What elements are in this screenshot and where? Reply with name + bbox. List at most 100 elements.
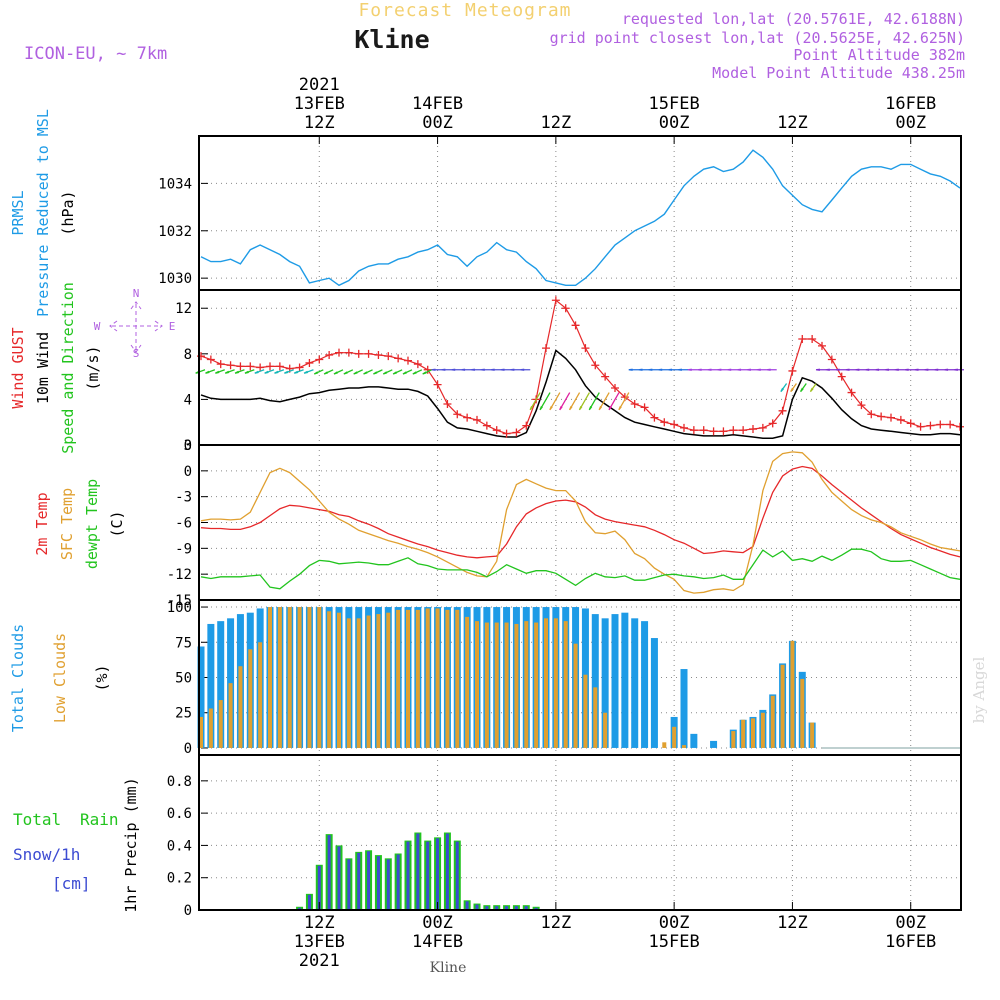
- low-cloud-bar: [741, 719, 746, 748]
- low-cloud-bar: [484, 622, 489, 748]
- low-cloud-bar: [672, 726, 677, 748]
- snow-bar: [307, 894, 311, 910]
- wind-direction-arrow: [799, 383, 807, 393]
- low-cloud-bar: [248, 649, 253, 748]
- gust-marker: [226, 361, 235, 370]
- wind-direction-arrow: [254, 369, 265, 374]
- wind-direction-arrow: [529, 392, 541, 411]
- wind-direction-arrow: [628, 368, 639, 371]
- requested-coords: requested lon,lat (20.5761E, 42.6188N): [622, 10, 965, 28]
- compass-rose: [109, 301, 163, 353]
- gust-marker: [551, 296, 560, 305]
- gust-marker: [680, 423, 688, 432]
- wind-direction-arrow: [412, 369, 423, 375]
- wind-direction-arrow: [470, 368, 481, 371]
- gust-marker: [502, 429, 511, 438]
- gust-marker: [433, 380, 442, 389]
- low-cloud-bar: [603, 712, 608, 748]
- precip-axis-label: 1hr Precip (mm): [122, 777, 140, 912]
- gust-marker: [581, 344, 590, 353]
- wind-direction-arrow: [598, 392, 610, 411]
- wind-direction-arrow: [934, 368, 945, 371]
- wind-direction-arrow: [303, 369, 314, 374]
- gust-marker: [689, 426, 698, 435]
- snow-bar: [347, 859, 351, 910]
- snow-bar: [505, 906, 509, 910]
- precip-legend-unit: [cm]: [52, 874, 91, 893]
- x-tick-label-bottom: 2021: [299, 951, 340, 971]
- precip-legend-total: Total: [13, 810, 61, 829]
- gust-marker: [275, 362, 284, 371]
- wind-direction-arrow: [559, 392, 571, 411]
- wind-direction-arrow: [451, 368, 462, 371]
- wind-speed-line: [200, 349, 961, 439]
- wind-direction-arrow: [363, 369, 373, 375]
- low-cloud-bar: [268, 607, 272, 748]
- wind-direction-arrow: [855, 368, 866, 371]
- wind-direction-arrow: [588, 392, 600, 411]
- wind-direction-arrow: [717, 368, 728, 371]
- low-cloud-bar: [731, 731, 736, 748]
- low-cloud-bar: [317, 607, 322, 748]
- y-tick-label: 50: [175, 671, 192, 687]
- panel-precip: 0 0.2 0.4 0.6 0.8: [167, 754, 962, 919]
- wind-direction-arrow: [244, 369, 255, 374]
- gust-marker: [611, 384, 619, 393]
- low-cloud-bar: [199, 716, 203, 748]
- temp-axis-label: 2m Temp: [33, 492, 51, 555]
- y-tick-label: -3: [175, 490, 192, 506]
- x-tick-label-top: 16FEB: [885, 94, 936, 114]
- low-cloud-bar: [810, 722, 815, 748]
- compass-s: S: [133, 347, 140, 360]
- panel-pressure: 1030 1032 1034: [158, 135, 962, 291]
- gust-marker: [630, 399, 639, 408]
- gust-marker: [394, 354, 403, 363]
- gust-marker: [206, 355, 215, 364]
- gust-marker: [670, 420, 679, 429]
- temp-axis-label: SFC Temp: [58, 488, 76, 560]
- low-cloud-bar: [593, 687, 598, 748]
- y-tick-label: -12: [167, 567, 192, 583]
- snow-bar: [445, 833, 449, 910]
- temp-dewpt-line: [200, 548, 961, 590]
- snow-bar: [426, 841, 430, 910]
- x-tick-label-bottom: 00Z: [895, 913, 926, 933]
- x-tick-label-top: 15FEB: [649, 94, 700, 114]
- gust-marker: [246, 362, 255, 371]
- gust-marker: [837, 372, 846, 381]
- y-tick-label: 12: [175, 301, 192, 317]
- footer-location: Kline: [430, 960, 467, 976]
- y-tick-label: -9: [175, 541, 192, 557]
- low-cloud-bar: [327, 611, 332, 748]
- low-cloud-bar: [396, 609, 401, 748]
- x-tick-label-bottom: 12Z: [777, 913, 808, 933]
- low-cloud-bar: [573, 643, 578, 748]
- snow-bar: [406, 841, 410, 910]
- y-tick-label: 100: [167, 600, 192, 616]
- low-cloud-bar: [337, 612, 341, 748]
- panel-frame: [198, 754, 962, 911]
- low-cloud-bar: [307, 607, 312, 748]
- total-cloud-bar: [217, 621, 225, 748]
- snow-bar: [396, 854, 400, 910]
- wind-direction-arrow: [353, 369, 363, 375]
- low-cloud-bar: [780, 664, 785, 748]
- y-tick-label: 75: [175, 635, 192, 651]
- wind-axis-label: 10m Wind: [34, 332, 52, 404]
- gust-marker: [946, 420, 955, 429]
- low-cloud-bar: [563, 621, 568, 748]
- low-cloud-bar: [346, 618, 351, 748]
- x-tick-label-top: 00Z: [659, 113, 690, 133]
- wind-direction-arrow: [618, 392, 630, 411]
- precip-legend-rain: Rain: [80, 810, 119, 829]
- gust-marker: [936, 420, 945, 429]
- wind-direction-arrow: [737, 368, 748, 371]
- wind-direction-arrow: [746, 368, 757, 371]
- gust-marker: [512, 428, 521, 437]
- snow-bar: [298, 907, 302, 910]
- low-cloud-bar: [435, 608, 440, 748]
- low-cloud-bar: [475, 621, 479, 748]
- y-tick-label: 0: [184, 741, 192, 757]
- gust-marker: [325, 350, 334, 359]
- y-tick-label: 0.2: [167, 871, 192, 887]
